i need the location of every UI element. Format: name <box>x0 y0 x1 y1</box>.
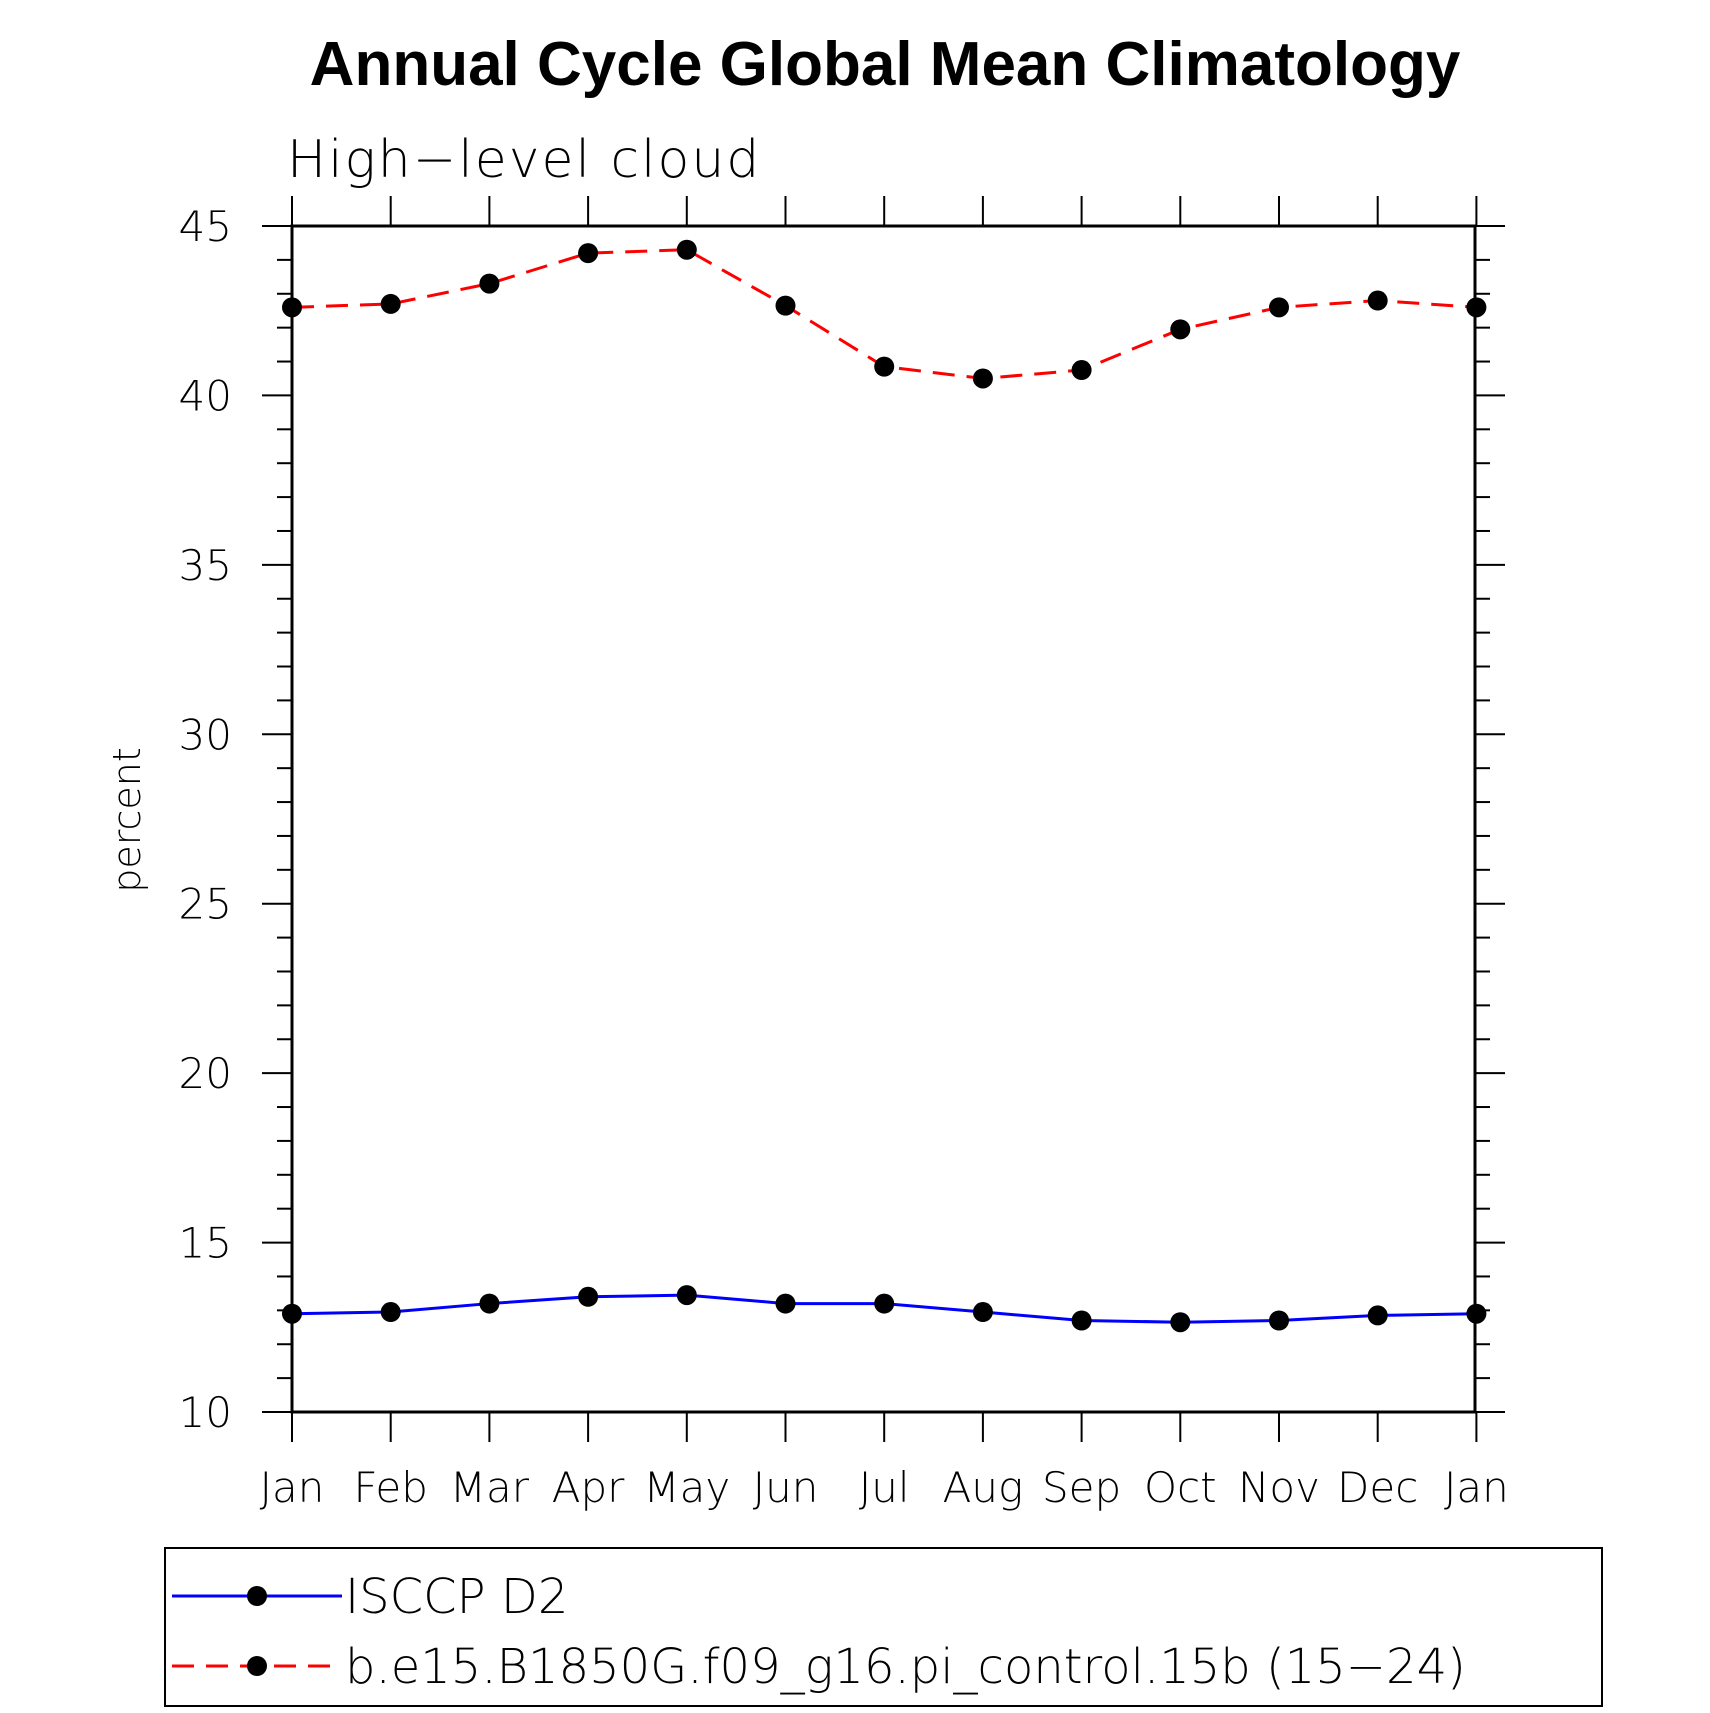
data-point <box>479 273 500 294</box>
y-tick-label: 30 <box>179 710 232 759</box>
legend-label-1: b.e15.B1850G.f09_g16.pi_control.15b (15−… <box>345 1639 1466 1695</box>
data-point <box>972 368 993 389</box>
legend-marker-0 <box>247 1586 267 1606</box>
data-point <box>1071 1310 1092 1331</box>
data-point <box>1269 297 1289 318</box>
y-tick-label: 20 <box>179 1049 232 1098</box>
chart-title: Annual Cycle Global Mean Climatology <box>310 30 1461 99</box>
x-tick-label: Oct <box>1144 1463 1217 1512</box>
y-tick-label: 15 <box>179 1219 232 1268</box>
x-tick-label: Mar <box>450 1463 530 1512</box>
y-tick-labels: 10 15 20 25 30 35 40 45 <box>179 202 232 1437</box>
data-point <box>1367 1305 1388 1326</box>
x-tick-label: Jan <box>1444 1463 1509 1512</box>
y-tick-label: 40 <box>179 371 232 420</box>
data-point <box>1170 319 1191 340</box>
y-tick-label: 25 <box>179 880 232 929</box>
legend: ISCCP D2 b.e15.B1850G.f09_g16.pi_control.… <box>164 1547 1603 1707</box>
legend-label-0: ISCCP D2 <box>345 1569 568 1625</box>
x-tick-label: Feb <box>354 1463 428 1512</box>
x-tick-label: Apr <box>552 1463 625 1512</box>
y-tick-label: 45 <box>179 202 232 251</box>
data-point <box>972 1302 993 1323</box>
series-lines <box>291 248 1477 1324</box>
data-point <box>874 356 895 377</box>
data-point <box>578 1286 599 1307</box>
x-tick-label: Dec <box>1337 1463 1418 1512</box>
data-point <box>775 295 796 316</box>
data-point <box>676 239 697 260</box>
y-tick-label: 35 <box>179 541 232 590</box>
data-point <box>1170 1312 1191 1333</box>
legend-items: ISCCP D2 b.e15.B1850G.f09_g16.pi_control.… <box>172 1569 1466 1695</box>
data-point <box>380 1302 401 1323</box>
legend-box <box>164 1547 1603 1707</box>
x-tick-label: May <box>643 1463 730 1512</box>
data-point <box>1071 360 1092 381</box>
x-tick-labels: Jan Feb Mar Apr May Jun Jul Aug Sep Oct Nov Dec Jan <box>260 1463 1509 1512</box>
data-point <box>1269 1310 1289 1331</box>
data-point <box>578 243 599 264</box>
data-point <box>479 1293 500 1314</box>
x-tick-label: Nov <box>1238 1463 1320 1512</box>
plot-frame <box>290 224 1477 1414</box>
y-axis-label: percent <box>105 747 149 893</box>
x-tick-label: Sep <box>1042 1463 1121 1512</box>
x-tick-label: Jan <box>260 1463 325 1512</box>
x-tick-label: Jul <box>859 1463 910 1512</box>
series-markers <box>282 239 1487 1333</box>
chart-subtitle: High−level cloud <box>287 130 761 190</box>
axis-ticks <box>262 196 1505 1442</box>
legend-marker-1 <box>247 1656 267 1676</box>
x-tick-label: Jun <box>753 1463 819 1512</box>
data-point <box>775 1293 796 1314</box>
data-point <box>1367 290 1388 311</box>
y-tick-label: 10 <box>179 1388 232 1437</box>
data-point <box>874 1293 895 1314</box>
data-point <box>380 293 401 314</box>
data-point <box>676 1285 697 1306</box>
x-tick-label: Aug <box>943 1463 1024 1512</box>
